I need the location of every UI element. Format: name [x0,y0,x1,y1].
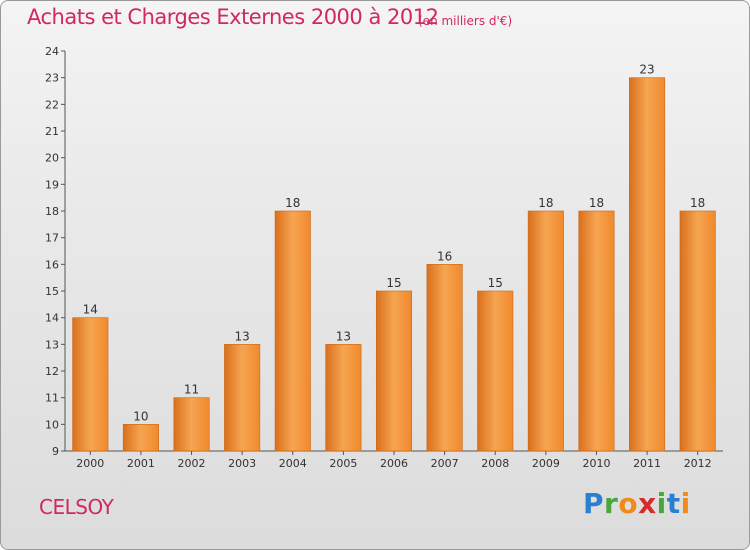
bar [629,77,666,452]
x-tick-label: 2005 [329,457,357,470]
proxiti-logo[interactable]: Proxiti [583,487,691,520]
x-tick-label: 2008 [481,457,509,470]
bar-value-label: 13 [235,329,250,343]
bar-value-label: 23 [639,63,654,77]
bar [224,344,261,452]
bar [375,290,413,452]
y-tick-label: 9 [52,445,59,458]
bar-value-label: 15 [386,276,401,290]
bar [527,210,564,452]
bar [72,317,109,452]
y-tick-label: 21 [45,125,59,138]
y-tick-label: 15 [45,285,59,298]
bar-value-label: 18 [589,196,604,210]
y-tick-label: 10 [45,418,59,431]
y-tick-label: 14 [45,312,59,325]
bar [578,210,615,452]
x-tick-label: 2011 [633,457,661,470]
logo-letter: P [583,487,605,520]
bar [477,290,514,452]
y-tick-label: 19 [45,178,59,191]
x-tick-label: 2003 [228,457,256,470]
bars: 14 10 11 13 18 13 15 16 15 18 18 23 18 [72,63,716,452]
bar-value-label: 18 [285,196,300,210]
y-tick-label: 11 [45,392,59,405]
x-tick-label: 2002 [178,457,206,470]
y-tick-label: 12 [45,365,59,378]
bar-value-label: 10 [133,409,148,423]
chart-title: Achats et Charges Externes 2000 à 2012 [27,5,439,29]
y-tick-label: 18 [45,205,59,218]
bar-value-label: 11 [184,383,199,397]
chart-unit: (en milliers d'€) [418,14,513,28]
y-tick-label: 23 [45,72,59,85]
logo-letter: x [638,487,657,520]
logo-letter: i [680,487,691,520]
x-tick-label: 2010 [582,457,610,470]
x-tick-label: 2009 [532,457,560,470]
x-tick-label: 2012 [684,457,712,470]
bar-value-label: 14 [83,303,98,317]
x-tick-label: 2001 [127,457,155,470]
bar [325,344,362,452]
bar [173,397,210,452]
y-tick-label: 13 [45,338,59,351]
logo-letter: t [666,487,681,520]
bar-value-label: 16 [437,249,452,263]
bar [274,210,311,452]
bar [426,264,463,452]
y-tick-label: 17 [45,232,59,245]
logo-letter: o [618,487,639,520]
bar-value-label: 18 [538,196,553,210]
bar [122,424,159,452]
y-tick-label: 16 [45,258,59,271]
commune-name: CELSOY [39,495,114,519]
y-tick-label: 24 [45,45,59,58]
y-tick-label: 20 [45,152,59,165]
x-tick-label: 2007 [431,457,459,470]
bar [679,210,716,452]
logo-letter: r [604,487,619,520]
axes: 9 10 11 12 13 14 15 16 17 18 19 20 21 22 23 24 2000 2001 2… [45,45,723,470]
x-tick-label: 2004 [279,457,307,470]
logo-letter: i [656,487,667,520]
y-tick-label: 22 [45,98,59,111]
bar-value-label: 18 [690,196,705,210]
x-tick-label: 2006 [380,457,408,470]
bar-value-label: 13 [336,329,351,343]
x-tick-label: 2000 [76,457,104,470]
bar-value-label: 15 [488,276,503,290]
